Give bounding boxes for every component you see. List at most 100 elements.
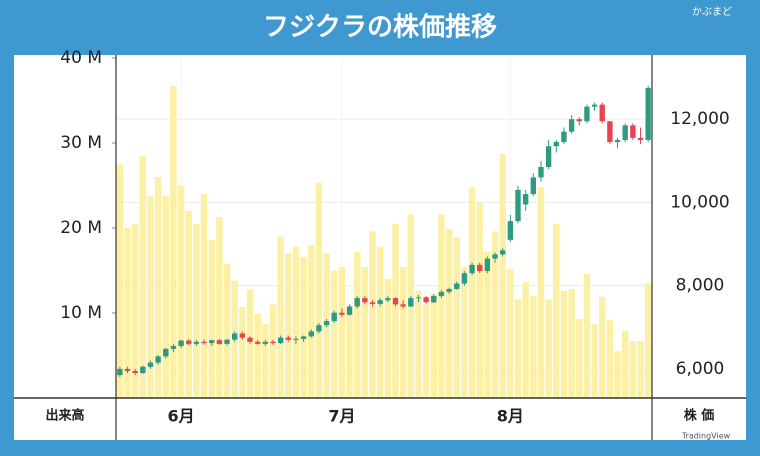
y2-axis-label: 株 価 [684, 408, 715, 424]
candle-body [492, 254, 498, 259]
candle-body [599, 104, 605, 122]
y2-tick-label: 10,000 [670, 192, 729, 212]
y2-tick-label: 6,000 [676, 359, 725, 379]
candle-body [568, 119, 575, 132]
volume-bar [277, 236, 284, 398]
volume-bar [170, 86, 177, 399]
candle-body [553, 142, 559, 147]
volume-bar [369, 231, 376, 398]
volume-bar [139, 155, 147, 398]
volume-bar [621, 330, 629, 398]
candle-body [224, 339, 230, 344]
candle-body [607, 121, 613, 143]
volume-bar [476, 202, 483, 398]
candle-body [645, 87, 651, 140]
candle-body [254, 341, 261, 344]
volume-bar [262, 324, 269, 398]
volume-bar [430, 294, 437, 398]
volume-bar [522, 282, 529, 398]
y2-tick-label: 8,000 [676, 276, 725, 296]
volume-bar [583, 273, 591, 398]
volume-bar [315, 182, 323, 398]
candle-body [400, 304, 406, 307]
volume-bar [461, 267, 468, 398]
candle-body [538, 167, 544, 178]
volume-bar [507, 268, 514, 398]
volume-bar [599, 296, 606, 398]
volume-bar [193, 223, 200, 398]
candle-body [117, 368, 123, 376]
candle-body [446, 288, 452, 292]
volume-bar [239, 307, 246, 398]
volume-bar [553, 223, 560, 398]
volume-bar [438, 214, 445, 398]
volume-bar [254, 313, 261, 398]
volume-bar [338, 267, 346, 398]
volume-bar [154, 177, 162, 398]
volume-bar [568, 289, 575, 398]
volume-bar [499, 154, 506, 398]
volume-bar [453, 237, 460, 398]
candle-body [124, 368, 131, 371]
volume-bar [629, 341, 637, 398]
chart-title: フジクラの株価推移 [263, 13, 497, 43]
brand: かぶまど [692, 6, 732, 18]
y-tick-label: 10 M [60, 303, 102, 323]
y-axis-label: 出来高 [45, 408, 84, 424]
candle-body [308, 331, 314, 337]
candle-body [614, 139, 621, 143]
candle-body [500, 250, 506, 255]
volume-bar [116, 164, 124, 398]
candle-body [270, 341, 276, 344]
candle-body [530, 177, 536, 195]
volume-bar [308, 245, 315, 398]
volume-bar [353, 251, 361, 398]
candle-body [300, 336, 307, 339]
candle-body [239, 333, 246, 338]
volume-bar [384, 279, 392, 398]
volume-bar [545, 299, 552, 398]
credit: TradingView [681, 432, 731, 441]
y-tick-label: 40 M [60, 48, 102, 68]
volume-bar [445, 228, 453, 398]
candle-body [362, 298, 368, 303]
candle-body [232, 333, 238, 340]
candle-body [323, 321, 330, 326]
candle-body [392, 298, 399, 305]
volume-bar [606, 319, 614, 398]
volume-bar [147, 195, 154, 398]
volume-bar [285, 253, 292, 398]
candle-body [201, 341, 207, 344]
candle-body [423, 297, 429, 303]
volume-bar [300, 256, 307, 398]
candle-body [622, 125, 628, 140]
candle-body [431, 296, 437, 303]
candle-body [408, 298, 414, 307]
candle-body [561, 131, 567, 143]
volume-bar [530, 296, 537, 398]
candle-body [277, 337, 284, 344]
volume-bar [644, 283, 652, 398]
candle-body [477, 264, 483, 272]
volume-bar [576, 318, 583, 398]
candle-body [385, 298, 391, 301]
volume-bar [346, 308, 353, 398]
volume-bar [614, 351, 621, 398]
candle-body [484, 258, 491, 272]
volume-bar [200, 194, 208, 398]
candle-body [522, 194, 529, 205]
volume-bar [637, 341, 644, 398]
volume-bar [124, 228, 131, 398]
candle-body [193, 341, 200, 344]
candle-body [331, 312, 337, 322]
volume-bar [269, 304, 277, 398]
candle-body [377, 300, 383, 304]
candle-body [591, 104, 598, 107]
candle-body [163, 348, 169, 357]
y-tick-label: 30 M [60, 133, 102, 153]
volume-bar [537, 187, 545, 398]
volume-bar [131, 223, 139, 398]
candle-body [354, 298, 360, 307]
volume-bar [177, 185, 185, 398]
candle-body [369, 302, 376, 304]
